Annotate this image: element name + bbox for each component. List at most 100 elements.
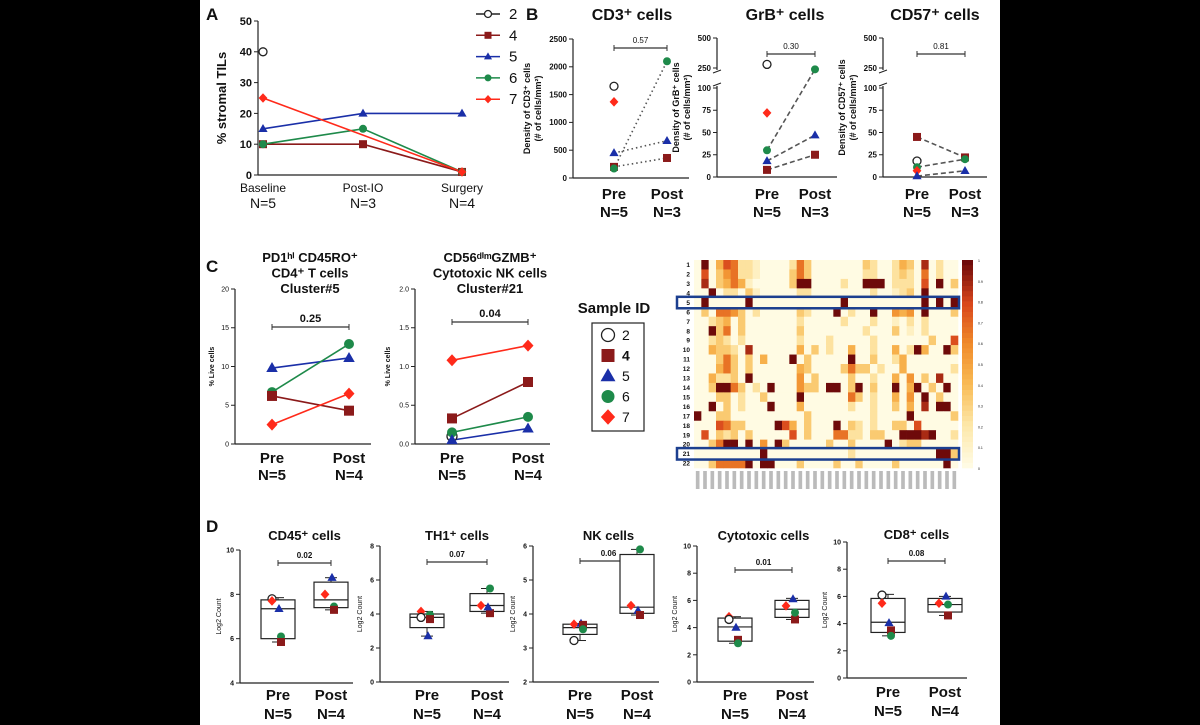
heatmap-cell xyxy=(884,297,893,308)
heatmap-cell xyxy=(906,449,915,459)
heatmap-cell xyxy=(906,364,915,374)
p-value-label: 0.06 xyxy=(601,549,617,558)
heatmap-cell xyxy=(811,316,819,327)
heatmap-cell xyxy=(752,430,761,440)
heatmap-cell xyxy=(789,458,797,469)
heatmap-cell xyxy=(796,278,805,289)
heatmap-column-label xyxy=(864,471,869,489)
heatmap-cell xyxy=(738,260,746,270)
heatmap-cell xyxy=(914,420,922,431)
heatmap-cell xyxy=(877,278,885,289)
heatmap-cell xyxy=(936,297,944,308)
heatmap-cell xyxy=(848,382,856,393)
heatmap-cell xyxy=(914,392,922,403)
heatmap-row-label: 2 xyxy=(686,272,690,279)
heatmap-cell xyxy=(738,269,746,280)
heatmap-cell xyxy=(950,307,959,318)
heatmap-cell xyxy=(723,354,731,365)
data-point-sample-5 xyxy=(522,422,534,433)
heatmap-cell xyxy=(723,278,731,289)
data-point-sample-6 xyxy=(259,140,267,149)
heatmap-cell xyxy=(928,401,937,412)
data-point-sample-5 xyxy=(358,108,368,117)
y-tick-label: 0 xyxy=(873,173,878,182)
p-value-label: 0.81 xyxy=(933,42,949,51)
heatmap-cell xyxy=(936,364,944,374)
heatmap-cell xyxy=(774,297,783,308)
heatmap-cell xyxy=(730,307,739,318)
heatmap-cell xyxy=(701,278,709,289)
heatmap-cell xyxy=(899,288,907,299)
heatmap-cell xyxy=(774,260,783,270)
heatmap-cell xyxy=(899,345,907,355)
heatmap-cell xyxy=(826,364,834,374)
heatmap-cell xyxy=(899,307,907,318)
highlight-box-row-21 xyxy=(675,446,961,461)
heatmap-cell xyxy=(914,449,922,459)
heatmap-cell xyxy=(730,345,739,355)
heatmap-cell xyxy=(950,345,959,355)
heatmap-column-label xyxy=(798,471,803,489)
heatmap-cell xyxy=(738,401,746,412)
heatmap-cell xyxy=(855,326,863,336)
heatmap-cell xyxy=(723,458,731,469)
heatmap-cell xyxy=(833,269,841,280)
heatmap-cell xyxy=(914,269,922,280)
heatmap-column-label xyxy=(945,471,949,489)
y-tick-label: 100 xyxy=(864,84,878,93)
heatmap-cell xyxy=(760,364,768,374)
heatmap-cell xyxy=(694,382,702,393)
heatmap-cell xyxy=(738,373,746,384)
chart-title: CD56ᵈⁱᵐGZMB⁺ xyxy=(443,250,536,265)
heatmap-cell xyxy=(804,373,812,384)
heatmap-cell xyxy=(862,288,871,299)
heatmap-cell xyxy=(723,307,731,318)
heatmap-cell xyxy=(701,335,709,346)
heatmap-cell xyxy=(914,307,922,318)
heatmap-cell xyxy=(950,269,959,280)
chart-title: NK cells xyxy=(583,528,634,543)
legend-label: 7 xyxy=(622,409,630,425)
y-tick-label: 6 xyxy=(370,577,374,584)
heatmap-cell xyxy=(840,449,849,459)
colorbar-tick-label: 0.9 xyxy=(978,280,983,284)
heatmap-cell xyxy=(943,420,951,431)
heatmap-cell xyxy=(716,364,724,374)
heatmap-cell xyxy=(943,354,951,365)
data-point-sample-6 xyxy=(523,411,533,422)
heatmap-cell xyxy=(796,364,805,374)
x-category-label: Pre xyxy=(415,687,439,704)
y-tick-label: 25 xyxy=(702,151,711,160)
heatmap-cell xyxy=(730,316,739,327)
heatmap-cell xyxy=(884,288,893,299)
data-point-sample-6 xyxy=(791,608,799,617)
heatmap-cell xyxy=(884,364,893,374)
heatmap-cell xyxy=(899,458,907,469)
heatmap-cell xyxy=(789,439,797,450)
colorbar-segment xyxy=(962,462,973,469)
heatmap-cell xyxy=(811,382,819,393)
heatmap-cell xyxy=(855,439,863,450)
heatmap-cell xyxy=(701,392,709,403)
heatmap-cell xyxy=(708,297,717,308)
heatmap-cell xyxy=(694,354,702,365)
heatmap-cell xyxy=(774,430,783,440)
heatmap-cell xyxy=(826,345,834,355)
heatmap-cell xyxy=(716,401,724,412)
heatmap-cell xyxy=(804,260,812,270)
heatmap-cell xyxy=(789,401,797,412)
heatmap-cell xyxy=(840,269,849,280)
heatmap-cell xyxy=(716,373,724,384)
y-axis-label: % Live cells xyxy=(385,347,392,387)
heatmap-cell xyxy=(914,373,922,384)
data-point-sample-4 xyxy=(277,637,285,646)
heatmap-cell xyxy=(877,373,885,384)
y-tick-label: 0 xyxy=(563,174,568,183)
heatmap-cell xyxy=(921,439,929,450)
heatmap-cell xyxy=(833,345,841,355)
n-label: N=5 xyxy=(250,195,276,211)
heatmap-cell xyxy=(906,335,915,346)
heatmap-cell xyxy=(716,420,724,431)
heatmap-cell xyxy=(730,269,739,280)
box-iqr xyxy=(619,553,655,614)
